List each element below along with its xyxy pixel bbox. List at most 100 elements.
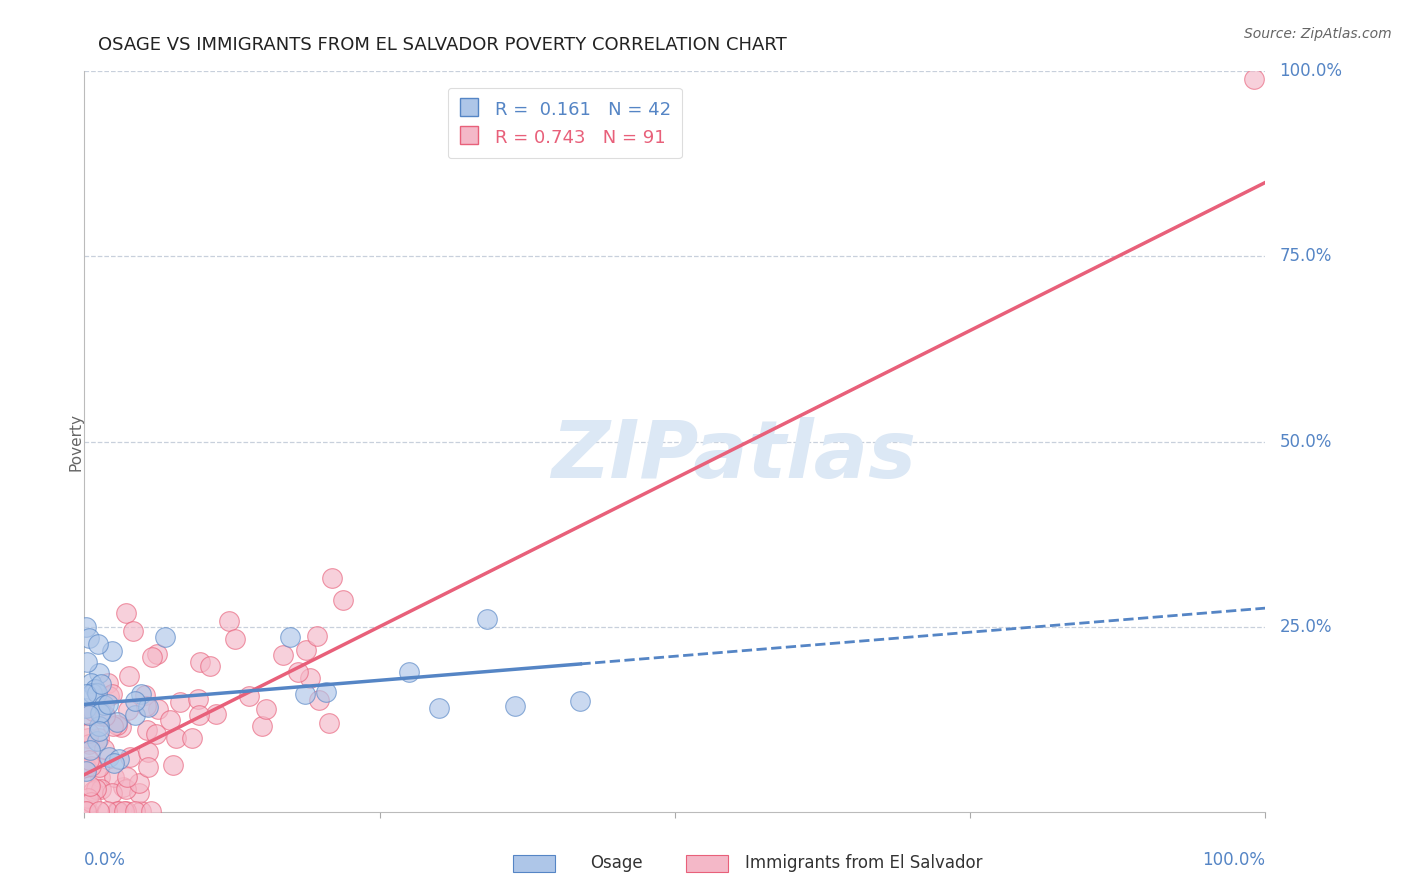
Point bbox=[114, 781, 136, 796]
Point bbox=[87, 719, 110, 733]
Point bbox=[308, 693, 330, 707]
Point bbox=[103, 756, 125, 771]
Point bbox=[427, 701, 450, 715]
Point bbox=[108, 752, 131, 766]
Point bbox=[89, 665, 111, 680]
Point bbox=[321, 571, 343, 585]
Point bbox=[107, 804, 129, 818]
Point bbox=[188, 656, 211, 670]
Point bbox=[87, 731, 110, 745]
Point bbox=[118, 669, 141, 683]
Point bbox=[75, 687, 97, 701]
Point bbox=[141, 650, 163, 665]
Point bbox=[87, 637, 110, 651]
Point bbox=[129, 687, 152, 701]
Point bbox=[114, 804, 136, 818]
Point bbox=[83, 681, 105, 696]
Point bbox=[169, 695, 191, 709]
Point bbox=[128, 776, 150, 790]
Point bbox=[90, 677, 112, 691]
Point bbox=[128, 786, 150, 800]
Point bbox=[105, 714, 128, 729]
Point bbox=[294, 687, 316, 701]
Point bbox=[75, 620, 97, 634]
Point bbox=[254, 702, 277, 716]
Point bbox=[477, 612, 499, 626]
Point bbox=[294, 642, 316, 657]
Point bbox=[93, 708, 115, 723]
Point bbox=[287, 665, 309, 679]
Point bbox=[86, 734, 108, 748]
Point bbox=[97, 689, 120, 703]
Point bbox=[77, 753, 100, 767]
Text: 25.0%: 25.0% bbox=[1279, 617, 1331, 636]
Point bbox=[135, 698, 157, 713]
Point bbox=[90, 705, 112, 719]
Point bbox=[146, 647, 169, 661]
Point bbox=[145, 727, 167, 741]
Point bbox=[77, 737, 100, 751]
Point bbox=[87, 760, 110, 774]
Point bbox=[124, 708, 146, 723]
Point bbox=[77, 804, 100, 818]
Point bbox=[80, 685, 103, 699]
Point bbox=[82, 705, 104, 719]
Point bbox=[80, 675, 103, 690]
Point bbox=[136, 760, 159, 774]
Point bbox=[75, 804, 97, 818]
Point bbox=[93, 741, 115, 756]
Text: Source: ZipAtlas.com: Source: ZipAtlas.com bbox=[1244, 27, 1392, 41]
Point bbox=[77, 726, 100, 740]
Point bbox=[97, 750, 120, 764]
Point bbox=[100, 644, 122, 658]
Point bbox=[115, 606, 138, 620]
Point bbox=[84, 781, 107, 796]
Point bbox=[129, 804, 152, 818]
Point bbox=[89, 804, 111, 818]
Point bbox=[86, 686, 108, 700]
Text: ZIPatlas: ZIPatlas bbox=[551, 417, 917, 495]
Point bbox=[75, 708, 97, 723]
Point bbox=[103, 770, 125, 784]
Point bbox=[77, 731, 100, 745]
Point bbox=[136, 700, 159, 714]
Point bbox=[75, 701, 97, 715]
Point bbox=[82, 784, 104, 798]
Point bbox=[569, 694, 592, 708]
Text: Immigrants from El Salvador: Immigrants from El Salvador bbox=[745, 855, 983, 872]
Point bbox=[299, 671, 322, 685]
Point bbox=[134, 688, 156, 702]
Point bbox=[77, 791, 100, 805]
Point bbox=[318, 715, 340, 730]
Point bbox=[75, 804, 97, 818]
Text: OSAGE VS IMMIGRANTS FROM EL SALVADOR POVERTY CORRELATION CHART: OSAGE VS IMMIGRANTS FROM EL SALVADOR POV… bbox=[98, 36, 787, 54]
Point bbox=[218, 614, 240, 628]
Point bbox=[89, 709, 111, 723]
Point bbox=[76, 655, 98, 669]
Point bbox=[188, 708, 211, 723]
Point bbox=[181, 731, 204, 745]
Point bbox=[101, 687, 124, 701]
Point bbox=[1243, 71, 1265, 86]
Point bbox=[136, 745, 159, 759]
Text: 50.0%: 50.0% bbox=[1279, 433, 1331, 450]
Point bbox=[75, 760, 97, 774]
Point bbox=[117, 703, 139, 717]
Point bbox=[112, 804, 135, 818]
Point bbox=[80, 795, 103, 809]
Point bbox=[97, 675, 120, 690]
Point bbox=[97, 697, 120, 711]
Point bbox=[162, 757, 184, 772]
Text: 100.0%: 100.0% bbox=[1202, 851, 1265, 869]
Text: 75.0%: 75.0% bbox=[1279, 247, 1331, 266]
Point bbox=[278, 631, 301, 645]
Point bbox=[105, 804, 128, 818]
Point bbox=[105, 718, 128, 732]
Point bbox=[75, 764, 97, 778]
Y-axis label: Poverty: Poverty bbox=[69, 412, 83, 471]
Point bbox=[205, 706, 228, 721]
Point bbox=[79, 779, 101, 793]
Point bbox=[271, 648, 294, 662]
Point bbox=[238, 689, 260, 703]
Point bbox=[307, 629, 329, 643]
